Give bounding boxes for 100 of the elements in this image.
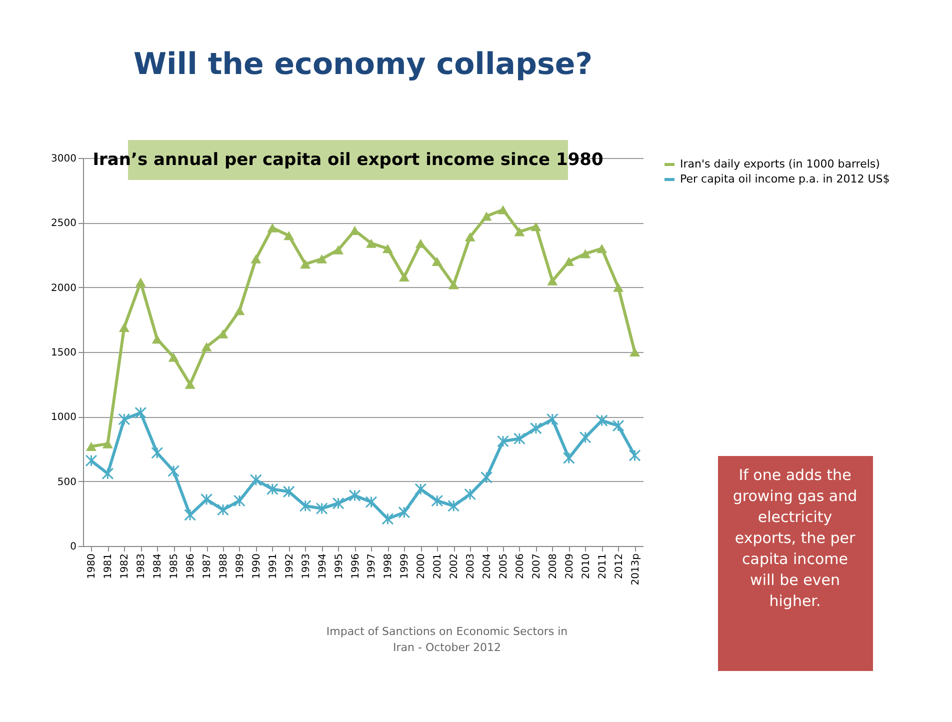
point [184, 508, 196, 521]
point [300, 260, 311, 269]
x-tick-label: 1994 [317, 554, 328, 579]
point [382, 244, 393, 254]
x-tick-label: 2004 [482, 554, 494, 579]
point [414, 483, 427, 496]
point [596, 414, 608, 427]
y-tick-label: 2000 [51, 282, 76, 294]
x-tick-label: 2000 [416, 554, 428, 579]
y-tick-label: 0 [70, 542, 76, 552]
point [464, 232, 476, 242]
text: If one adds the growing gas and electricity exports, the per capita income will be even higher. [732, 466, 858, 610]
point [201, 342, 212, 352]
y-tick-label: 500 [57, 476, 76, 488]
x-tick-label: 1999 [400, 554, 411, 579]
point [102, 439, 113, 448]
point [168, 464, 180, 477]
point [85, 454, 98, 467]
y-tick-label: 1000 [51, 412, 76, 424]
point [316, 502, 328, 514]
point [498, 205, 508, 214]
point [398, 506, 410, 518]
point [612, 420, 624, 432]
point [299, 500, 312, 512]
point [382, 512, 394, 525]
x-tick-label: 1985 [169, 554, 180, 579]
x-tick-label: 2011 [597, 554, 608, 579]
point [151, 446, 164, 459]
point [628, 449, 641, 462]
point [415, 238, 426, 248]
x-tick-label: 2003 [466, 554, 477, 579]
point [266, 483, 278, 496]
x-tick-label: 2001 [432, 554, 444, 579]
point [184, 380, 196, 389]
x-tick-label: 1991 [268, 554, 279, 579]
point [564, 256, 574, 266]
point [530, 422, 542, 434]
x-tick-label: 2002 [449, 554, 460, 579]
point [547, 276, 558, 286]
y-tick-label: 2500 [51, 218, 76, 230]
x-tick-label: 2007 [531, 554, 542, 579]
point [86, 442, 96, 451]
x-tick-label: 1988 [218, 554, 230, 579]
point [284, 231, 294, 240]
x-tick-label: 1987 [202, 554, 214, 579]
x-tick-label: 2006 [514, 554, 526, 579]
text: Impact of Sanctions on Economic Sectors in Iran - October 2012 [326, 625, 568, 654]
point [102, 468, 114, 480]
point [135, 278, 146, 287]
point [365, 496, 378, 508]
chart-title: Will the economy collapse? [133, 47, 593, 82]
point [134, 406, 147, 419]
point [514, 227, 525, 236]
point [316, 254, 328, 264]
x-tick-label: 1989 [234, 554, 246, 579]
point [348, 490, 361, 502]
x-tick-label: 2010 [580, 554, 592, 579]
chart-subtitle: Iran’s annual per capita oil export income since 1980 [92, 150, 604, 170]
y-tick-label: 3000 [51, 154, 76, 164]
point [233, 494, 246, 507]
x-tick-label: 1995 [334, 554, 345, 579]
point [168, 352, 179, 362]
legend-label: Iran's daily exports (in 1000 barrels) [680, 158, 880, 170]
point [332, 497, 344, 510]
point [267, 223, 278, 232]
x-tick-label: 1980 [86, 554, 98, 579]
point [530, 222, 542, 232]
point [562, 452, 575, 464]
point [398, 272, 410, 282]
point [480, 471, 493, 484]
point [579, 431, 592, 444]
point [464, 488, 476, 500]
x-tick-label: 1983 [136, 554, 148, 579]
point [513, 432, 526, 445]
x-tick-label: 1993 [300, 554, 312, 579]
point [200, 493, 213, 506]
legend-label: Per capita oil income p.a. in 2012 US$ [680, 172, 890, 186]
point [448, 500, 460, 512]
x-tick-label: 2005 [498, 554, 510, 579]
point [250, 474, 262, 486]
x-tick-label: 2012 [614, 554, 625, 579]
point [118, 322, 130, 332]
x-tick-label: 2013p [630, 554, 642, 586]
point [481, 212, 492, 221]
point [432, 256, 442, 266]
x-tick-label: 1997 [366, 554, 378, 579]
point [250, 254, 262, 264]
point [366, 238, 376, 248]
x-tick-label: 2009 [564, 554, 576, 579]
x-tick-label: 2008 [548, 554, 559, 579]
point [234, 306, 245, 316]
point [613, 282, 624, 292]
x-tick-label: 1986 [186, 554, 197, 579]
point [630, 347, 640, 357]
y-tick-label: 1500 [51, 348, 76, 358]
point [546, 413, 558, 426]
point [333, 245, 344, 254]
x-tick-label: 1998 [383, 554, 394, 579]
x-tick-label: 1984 [152, 554, 164, 579]
point [431, 494, 444, 507]
